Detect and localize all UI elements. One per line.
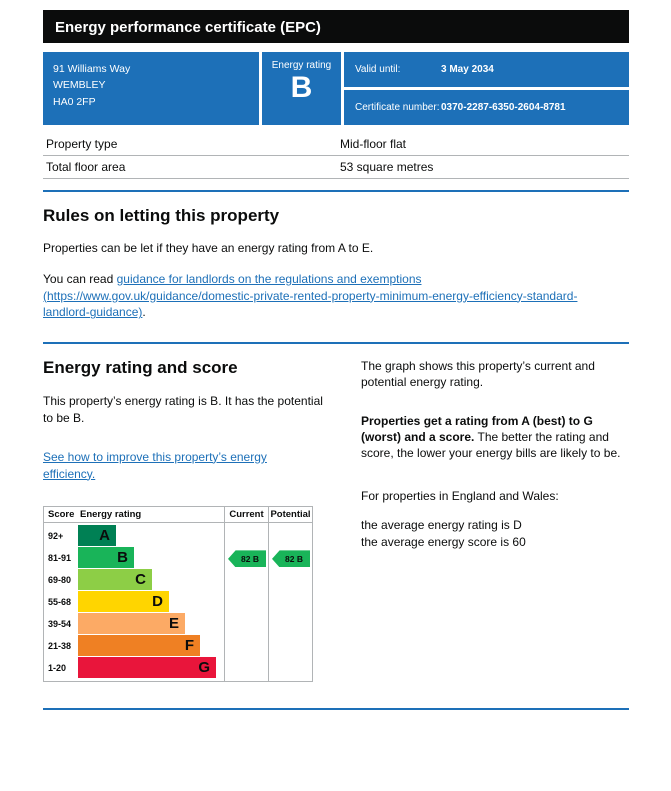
valid-until-row: Valid until: 3 May 2034 — [344, 52, 629, 87]
property-type-value: Mid-floor flat — [340, 137, 407, 151]
band-score-label: 39-54 — [48, 618, 72, 629]
score-column-header: Score — [48, 509, 75, 521]
rating-explanation-rest: The better the rating and score, the low… — [361, 429, 621, 460]
band-score-label: 21-38 — [48, 640, 72, 651]
band-bar-e: E — [78, 613, 185, 635]
band-score-label: 1-20 — [48, 662, 67, 673]
property-type-label: Property type — [46, 137, 118, 151]
band-bar-f: F — [78, 635, 200, 657]
energy-rating-section: Energy rating and score This property’s … — [43, 358, 629, 683]
energy-rating-column-header: Energy rating — [80, 509, 142, 521]
valid-until-label: Valid until: — [355, 64, 401, 75]
epc-rating-chart: Score Energy rating Current Potential 92… — [43, 506, 313, 683]
average-score-text: the average energy score is 60 — [361, 534, 526, 549]
band-bar-d: D — [78, 591, 169, 613]
band-bar-g: G — [78, 657, 216, 679]
epc-bands: 92+ A 81-91 B 69-80 C 55-68 D 39-54 E 21-38 F 1-20 G — [44, 523, 224, 681]
band-score-label: 55-68 — [48, 596, 72, 607]
certificate-summary-box: 91 Williams Way WEMBLEY HA0 2FP Energy r… — [43, 52, 629, 125]
epc-potential-col: 82 B — [268, 523, 312, 682]
floor-area-value: 53 square metres — [340, 160, 434, 174]
guidance-suffix: . — [142, 305, 146, 320]
table-row: Property type Mid-floor flat — [43, 133, 629, 156]
rules-section: Rules on letting this property Propertie… — [43, 206, 629, 321]
band-score-label: 81-91 — [48, 552, 72, 563]
certificate-number-row: Certificate number: 0370-2287-6350-2604-… — [344, 90, 629, 125]
epc-band-row: 39-54 E — [44, 613, 224, 635]
energy-rating-label: Energy rating — [271, 60, 332, 71]
table-row: Total floor area 53 square metres — [43, 156, 629, 179]
averages-intro: For properties in England and Wales: — [361, 489, 559, 504]
epc-band-row: 55-68 D — [44, 591, 224, 613]
section-divider — [43, 342, 629, 345]
band-score-label: 92+ — [48, 530, 64, 541]
section-divider — [43, 190, 629, 192]
rules-guidance-paragraph: You can read guidance for landlords on t… — [43, 271, 609, 321]
current-column-header: Current — [224, 507, 268, 523]
certificate-number-label: Certificate number: — [355, 102, 440, 113]
guidance-prefix: You can read — [43, 271, 117, 286]
section-divider — [43, 708, 629, 711]
epc-band-row: 69-80 C — [44, 569, 224, 591]
certificate-meta: Valid until: 3 May 2034 Certificate numb… — [344, 52, 629, 125]
property-address: 91 Williams Way WEMBLEY HA0 2FP — [43, 52, 259, 125]
rating-explanation-bold: Properties get a rating from A (best) to… — [361, 413, 593, 444]
epc-chart-header: Score Energy rating Current Potential — [44, 507, 312, 524]
epc-page: Energy performance certificate (EPC) 91 … — [43, 0, 629, 711]
epc-band-row: 21-38 F — [44, 635, 224, 657]
band-bar-a: A — [78, 525, 116, 547]
property-details-table: Property type Mid-floor flat Total floor… — [43, 133, 629, 179]
energy-rating-value: B — [290, 71, 313, 104]
band-score-label: 69-80 — [48, 574, 72, 585]
energy-rating-cell: Energy rating B — [262, 52, 341, 125]
page-title: Energy performance certificate (EPC) — [43, 10, 629, 43]
floor-area-label: Total floor area — [46, 160, 126, 174]
average-rating-text: the average energy rating is D — [361, 518, 522, 533]
rating-summary-text: This property’s energy rating is B. It h… — [43, 394, 323, 425]
epc-band-row: 92+ A — [44, 525, 224, 547]
improve-efficiency-link[interactable]: See how to improve this property’s energ… — [43, 449, 267, 481]
epc-band-row: 1-20 G — [44, 657, 224, 679]
epc-current-col: 82 B — [224, 523, 268, 682]
rules-heading: Rules on letting this property — [43, 206, 280, 225]
landlord-guidance-link[interactable]: guidance for landlords on the regulation… — [43, 271, 578, 320]
band-bar-c: C — [78, 569, 152, 591]
valid-until-value: 3 May 2034 — [441, 64, 494, 75]
rating-left-column: Energy rating and score This property’s … — [43, 358, 343, 683]
address-line-1: 91 Williams Way — [53, 63, 131, 75]
rating-right-column: The graph shows this property’s current … — [361, 358, 629, 682]
potential-rating-marker: 82 B — [272, 550, 310, 568]
rating-explanation: Properties get a rating from A (best) to… — [361, 413, 629, 462]
certificate-number-value: 0370-2287-6350-2604-8781 — [441, 102, 566, 113]
rating-heading: Energy rating and score — [43, 358, 238, 378]
epc-chart-body: 92+ A 81-91 B 69-80 C 55-68 D 39-54 E 21-38 F 1-20 G … — [44, 523, 312, 682]
graph-intro-text: The graph shows this property’s current … — [361, 359, 595, 390]
band-bar-b: B — [78, 547, 134, 569]
improve-paragraph: See how to improve this property’s energ… — [43, 449, 278, 483]
current-rating-marker: 82 B — [228, 550, 266, 568]
potential-column-header: Potential — [268, 507, 312, 523]
rules-intro: Properties can be let if they have an en… — [43, 241, 374, 255]
address-line-2: WEMBLEY — [53, 79, 106, 92]
address-line-3: HA0 2FP — [53, 95, 96, 108]
epc-band-row: 81-91 B — [44, 547, 224, 569]
